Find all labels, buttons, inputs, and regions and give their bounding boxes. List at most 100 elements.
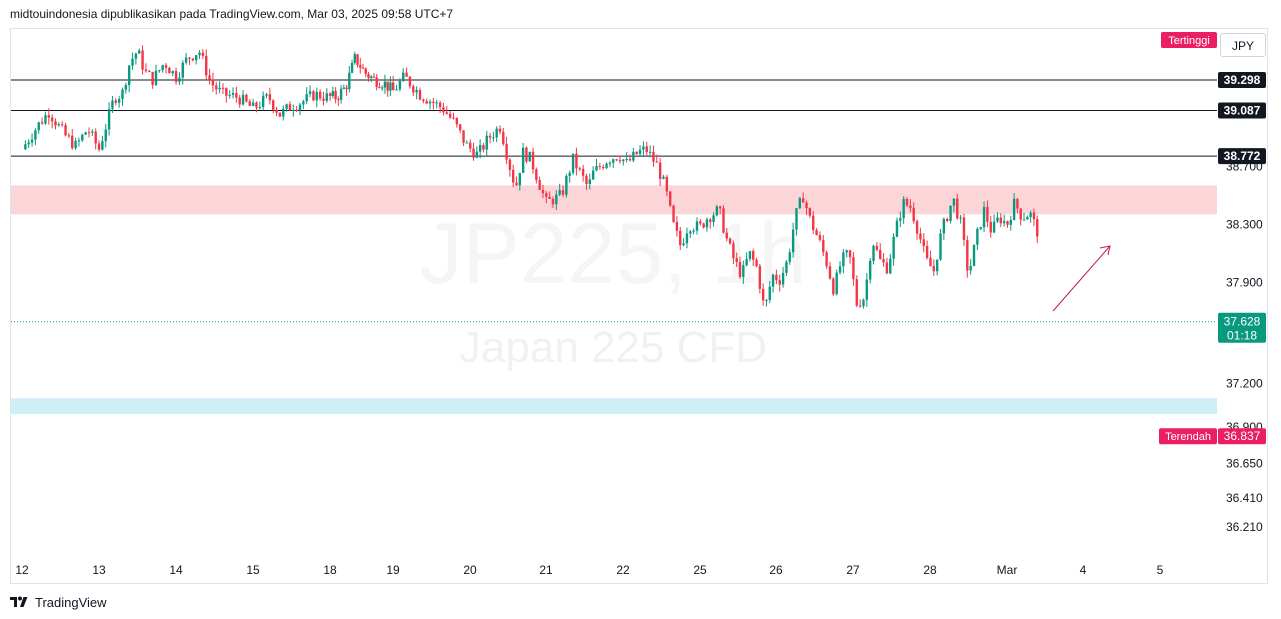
candle-body[interactable]	[337, 99, 340, 101]
candle-body[interactable]	[255, 102, 258, 108]
candle-body[interactable]	[505, 144, 508, 160]
candle-body[interactable]	[595, 166, 598, 171]
candle-body[interactable]	[755, 259, 758, 267]
candle-body[interactable]	[862, 299, 865, 307]
candle-body[interactable]	[679, 230, 682, 246]
candle-body[interactable]	[101, 141, 104, 150]
candle-body[interactable]	[305, 94, 308, 102]
candle-body[interactable]	[364, 68, 367, 74]
candle-body[interactable]	[285, 104, 288, 109]
candle-body[interactable]	[425, 100, 428, 104]
candle-body[interactable]	[141, 50, 144, 70]
candle-body[interactable]	[635, 151, 638, 155]
candle-body[interactable]	[662, 176, 665, 179]
candle-body[interactable]	[452, 117, 455, 119]
candle-body[interactable]	[218, 87, 221, 90]
candle-body[interactable]	[752, 251, 755, 260]
candle-body[interactable]	[121, 89, 124, 100]
candle-body[interactable]	[154, 70, 158, 85]
candle-body[interactable]	[525, 147, 528, 162]
candle-body[interactable]	[1026, 216, 1029, 220]
candle-body[interactable]	[198, 52, 201, 56]
candle-body[interactable]	[37, 122, 40, 131]
candle-body[interactable]	[946, 219, 949, 221]
candle-body[interactable]	[442, 107, 445, 113]
candle-body[interactable]	[588, 179, 592, 184]
candle-body[interactable]	[370, 76, 373, 78]
candle-body[interactable]	[124, 85, 128, 90]
candle-body[interactable]	[885, 262, 889, 274]
candle-body[interactable]	[925, 246, 929, 258]
candle-body[interactable]	[74, 140, 77, 149]
candle-body[interactable]	[302, 101, 305, 105]
candle-body[interactable]	[845, 250, 848, 253]
candle-body[interactable]	[322, 98, 325, 101]
candle-body[interactable]	[618, 160, 622, 162]
candle-body[interactable]	[591, 170, 595, 180]
candle-body[interactable]	[334, 91, 337, 100]
candle-body[interactable]	[855, 279, 858, 306]
candle-body[interactable]	[1019, 208, 1022, 220]
candle-body[interactable]	[939, 233, 942, 260]
candle-body[interactable]	[718, 206, 722, 209]
candle-body[interactable]	[952, 198, 956, 206]
candle-body[interactable]	[725, 232, 728, 239]
candle-body[interactable]	[902, 198, 905, 219]
candle-body[interactable]	[54, 121, 57, 126]
candle-body[interactable]	[935, 259, 939, 272]
candle-body[interactable]	[712, 215, 715, 223]
candle-body[interactable]	[107, 108, 111, 130]
candle-body[interactable]	[478, 145, 482, 152]
candle-body[interactable]	[245, 94, 248, 102]
candle-body[interactable]	[801, 198, 805, 203]
candle-body[interactable]	[842, 252, 845, 267]
candle-body[interactable]	[765, 299, 768, 301]
candle-body[interactable]	[521, 147, 525, 173]
candle-body[interactable]	[448, 113, 452, 118]
candle-body[interactable]	[865, 279, 869, 300]
candle-body[interactable]	[328, 93, 332, 96]
candle-body[interactable]	[171, 71, 174, 74]
candle-body[interactable]	[342, 87, 346, 89]
candle-body[interactable]	[699, 221, 702, 224]
candle-body[interactable]	[838, 266, 842, 273]
candle-body[interactable]	[665, 176, 669, 192]
candle-body[interactable]	[138, 50, 141, 54]
candle-body[interactable]	[979, 227, 982, 229]
candle-body[interactable]	[205, 55, 208, 76]
candle-body[interactable]	[265, 94, 268, 96]
candle-body[interactable]	[191, 58, 195, 61]
candle-body[interactable]	[174, 71, 178, 82]
candle-body[interactable]	[472, 148, 475, 158]
candle-body[interactable]	[372, 76, 376, 78]
candle-body[interactable]	[1002, 221, 1006, 224]
candle-body[interactable]	[986, 206, 989, 222]
candle-body[interactable]	[682, 243, 685, 246]
candle-body[interactable]	[545, 193, 548, 197]
candle-body[interactable]	[502, 131, 505, 145]
candle-body[interactable]	[428, 101, 432, 104]
candle-body[interactable]	[969, 265, 972, 271]
candle-body[interactable]	[625, 159, 628, 161]
candle-body[interactable]	[331, 91, 335, 96]
candle-body[interactable]	[889, 258, 892, 274]
candle-body[interactable]	[295, 109, 298, 111]
candle-body[interactable]	[64, 125, 67, 136]
candle-body[interactable]	[339, 88, 343, 100]
candle-body[interactable]	[709, 219, 712, 223]
currency-button[interactable]: JPY	[1220, 33, 1266, 57]
candle-body[interactable]	[241, 94, 245, 105]
candle-body[interactable]	[775, 274, 778, 281]
candle-body[interactable]	[825, 252, 828, 267]
candle-body[interactable]	[415, 90, 418, 93]
candle-body[interactable]	[408, 76, 412, 87]
candle-body[interactable]	[492, 137, 495, 139]
candle-body[interactable]	[1029, 212, 1032, 217]
candle-body[interactable]	[642, 146, 645, 150]
candle-body[interactable]	[685, 233, 689, 244]
candle-body[interactable]	[188, 57, 191, 59]
candle-body[interactable]	[781, 272, 785, 285]
candle-body[interactable]	[615, 159, 618, 161]
candle-body[interactable]	[868, 260, 872, 280]
